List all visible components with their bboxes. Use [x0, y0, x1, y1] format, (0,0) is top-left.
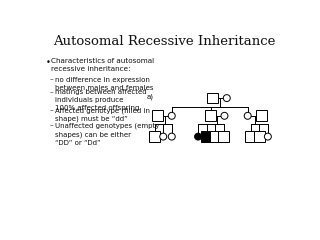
Text: –: – [50, 89, 54, 95]
Bar [245, 131, 256, 142]
Text: –: – [50, 77, 54, 83]
Bar [256, 110, 267, 121]
Bar [210, 131, 220, 142]
Bar [149, 131, 160, 142]
Bar [218, 131, 229, 142]
Circle shape [160, 133, 167, 140]
Circle shape [223, 95, 230, 102]
Text: –: – [50, 107, 54, 113]
Text: •: • [45, 58, 50, 67]
Bar [152, 110, 163, 121]
Bar [207, 93, 218, 103]
Circle shape [244, 112, 251, 119]
Text: Affected genotype (filled in
shape) must be “dd”: Affected genotype (filled in shape) must… [55, 107, 150, 122]
Circle shape [168, 133, 175, 140]
Circle shape [264, 133, 271, 140]
Bar [201, 131, 212, 142]
Text: Unaffected genotypes (empty
shapes) can be either
“DD” or “Dd”: Unaffected genotypes (empty shapes) can … [55, 123, 159, 146]
Text: a): a) [147, 94, 154, 100]
Text: Characteristics of autosomal
recessive inheritance:: Characteristics of autosomal recessive i… [51, 58, 154, 72]
Circle shape [195, 133, 202, 140]
Bar [205, 110, 216, 121]
Circle shape [168, 112, 175, 119]
Circle shape [221, 112, 228, 119]
Bar [254, 131, 265, 142]
Text: no difference in expression
between males and females: no difference in expression between male… [55, 77, 153, 90]
Text: matings between affected
individuals produce
100% affected offspring: matings between affected individuals pro… [55, 89, 146, 111]
Text: Autosomal Recessive Inheritance: Autosomal Recessive Inheritance [53, 35, 275, 48]
Text: –: – [50, 123, 54, 129]
